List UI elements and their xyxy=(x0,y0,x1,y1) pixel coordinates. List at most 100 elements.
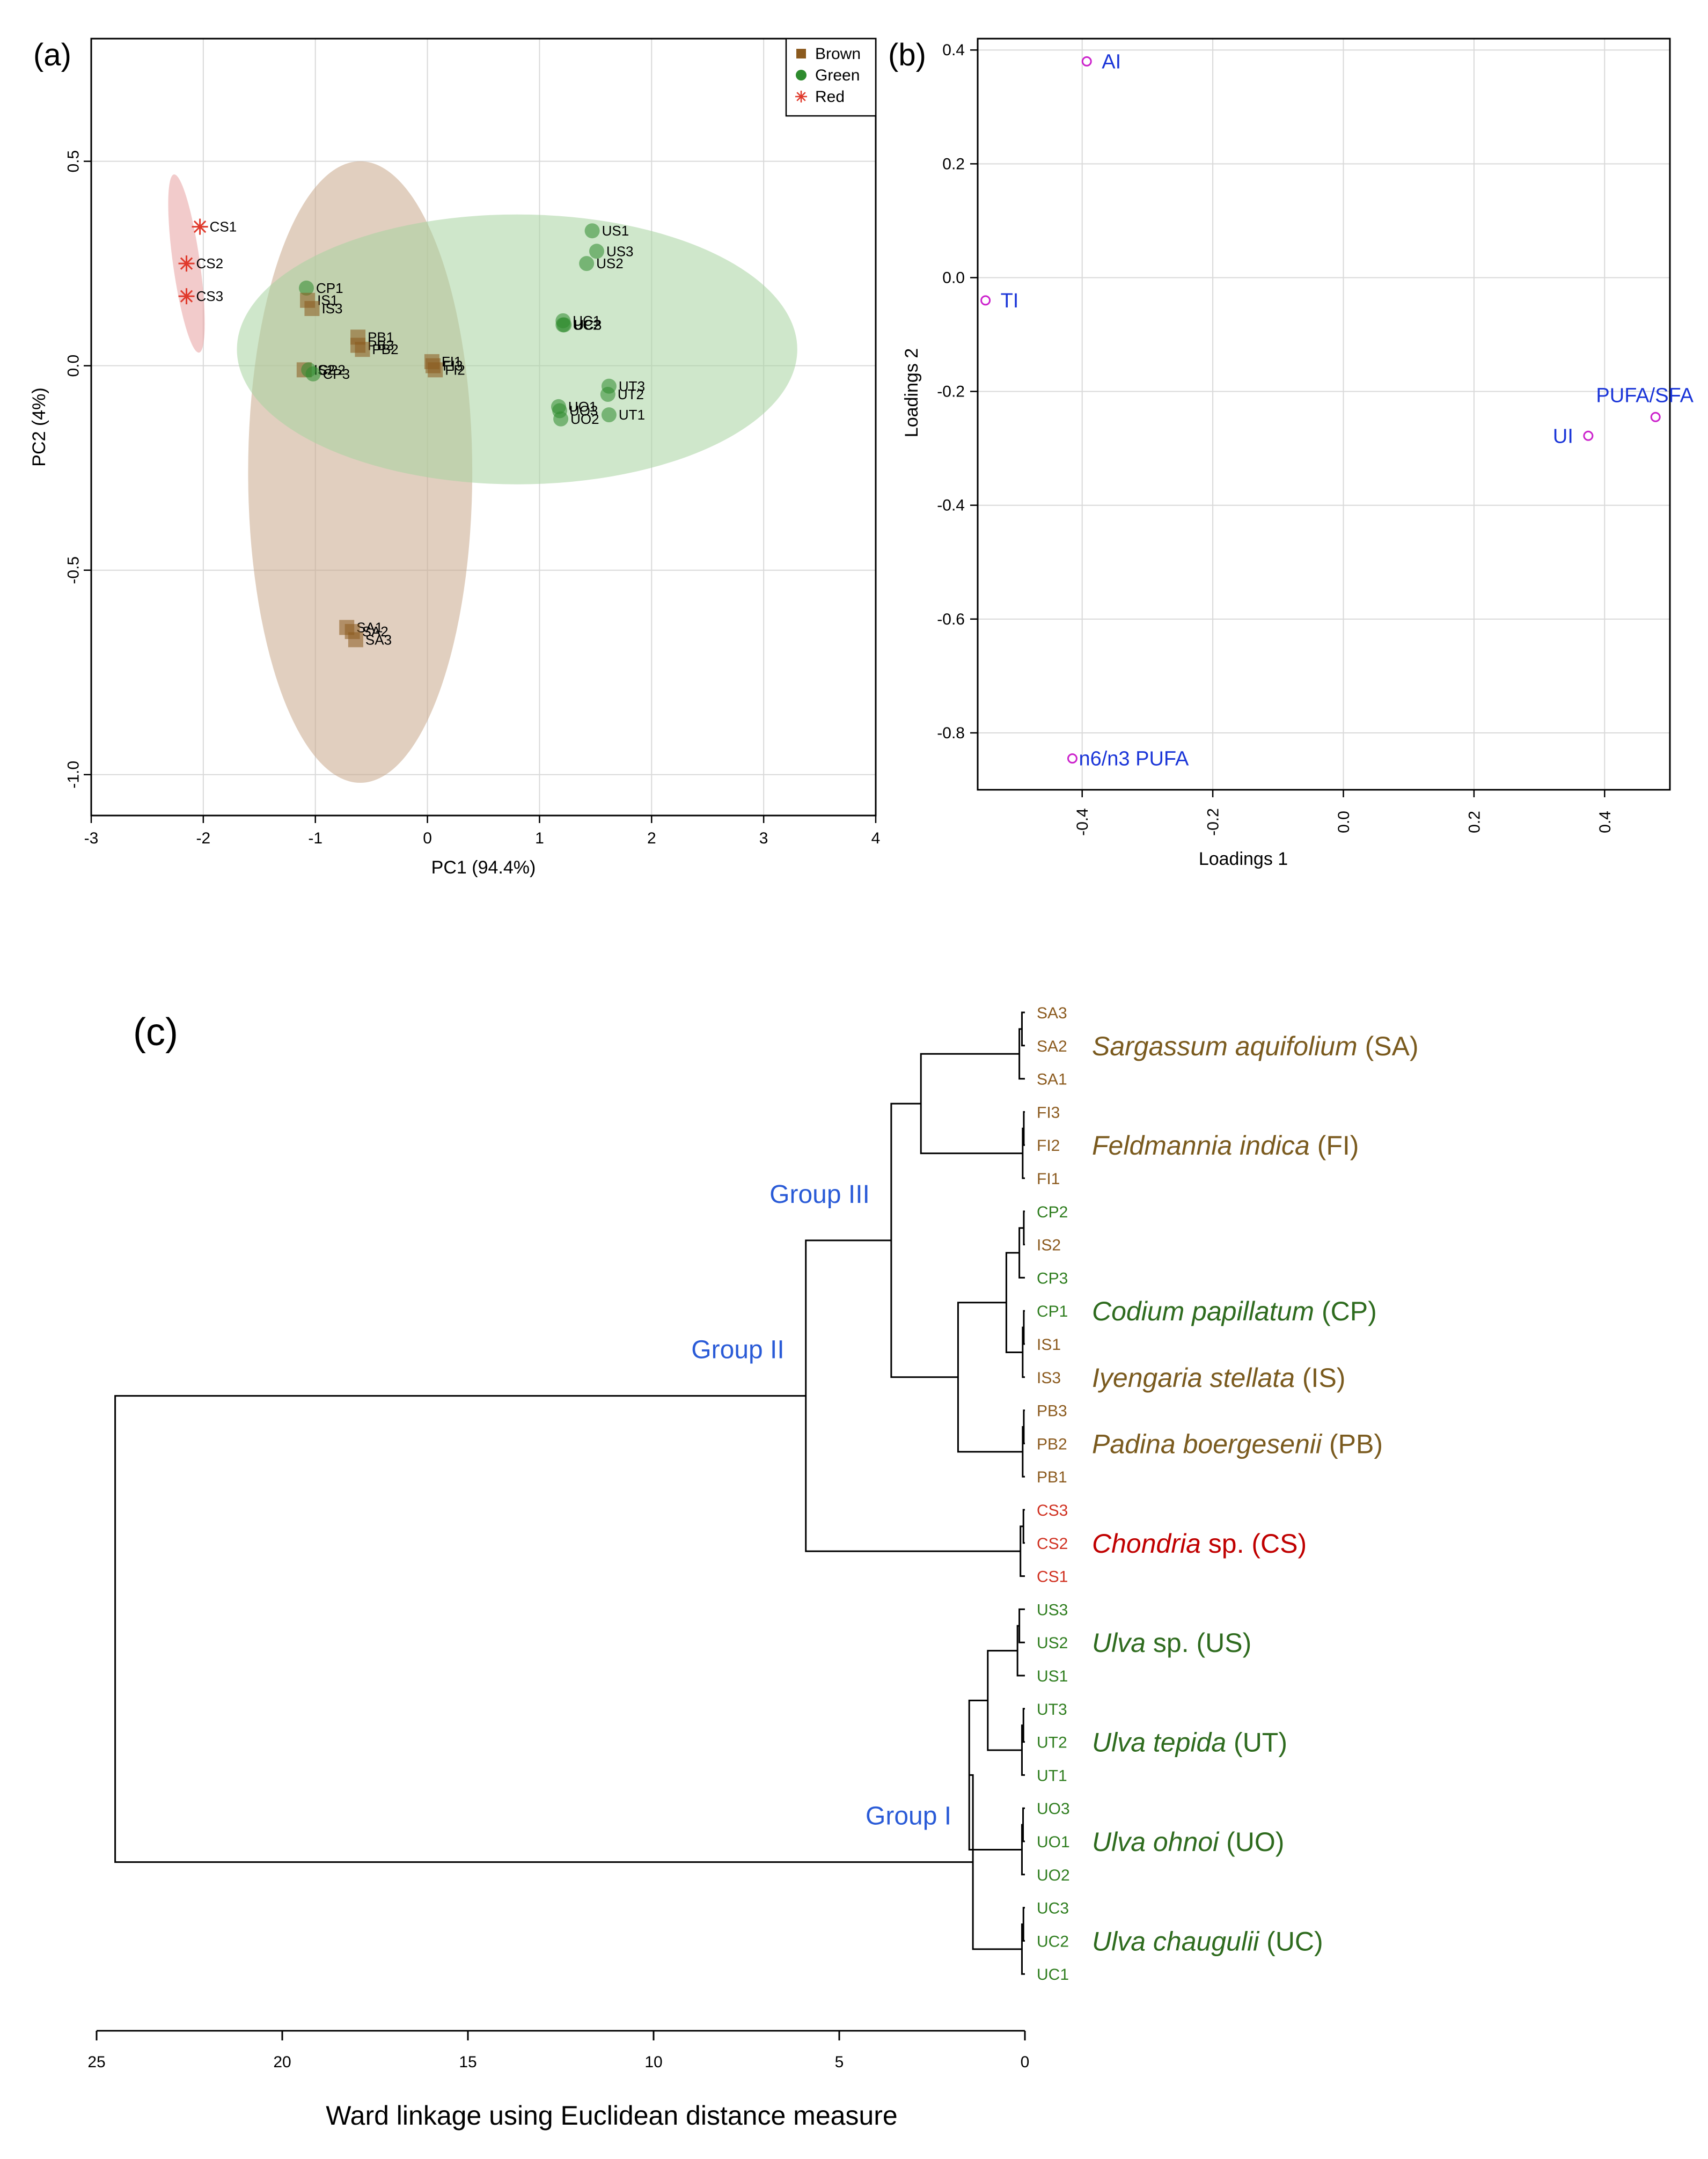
dendrogram-branch xyxy=(969,1774,1022,1950)
dendrogram-branch xyxy=(114,1395,973,1863)
point-marker xyxy=(305,366,321,381)
point-marker xyxy=(304,300,320,316)
species-code: (CP) xyxy=(1314,1296,1377,1326)
point-marker xyxy=(192,218,208,235)
leaf-label: US1 xyxy=(1037,1668,1068,1685)
leaf-label: PB1 xyxy=(1037,1468,1067,1486)
species-label: Ulva chaugulii (UC) xyxy=(1092,1926,1323,1956)
leaf-label: UC2 xyxy=(1037,1933,1069,1950)
x-tick-label: 3 xyxy=(759,829,768,847)
point-label: SA3 xyxy=(365,631,392,648)
point-label: FI2 xyxy=(445,362,465,378)
dendrogram-branch xyxy=(1022,1127,1025,1179)
loading-label: UI xyxy=(1553,425,1573,447)
point-label: UC2 xyxy=(573,317,600,333)
leaf-label: IS2 xyxy=(1037,1237,1061,1254)
legend-label: Green xyxy=(815,67,860,84)
point-label: UO3 xyxy=(569,403,598,419)
y-axis-label: PC2 (4%) xyxy=(29,387,49,466)
species-code: sp. (US) xyxy=(1146,1628,1251,1658)
leaf-label: SA1 xyxy=(1037,1071,1067,1089)
panel-label: (a) xyxy=(33,38,71,72)
species-name-italic: Chondria xyxy=(1092,1529,1201,1559)
dendrogram-branch xyxy=(920,1053,1023,1155)
legend-label: Brown xyxy=(815,45,861,63)
leaf-label: CS1 xyxy=(1037,1568,1068,1586)
species-label: Chondria sp. (CS) xyxy=(1092,1529,1307,1559)
dendrogram-branch xyxy=(805,1239,1021,1552)
dendrogram: SA3 SA2 SA1 FI3 FI2 FI1 CP2 IS2 CP3 CP1 IS1 IS3 PB3 P… xyxy=(87,1004,1418,2131)
legend-marker xyxy=(796,70,807,80)
point-label: CS2 xyxy=(196,255,224,271)
x-tick-label: 0 xyxy=(1021,2053,1030,2071)
dendrogram-branch xyxy=(1023,1310,1025,1345)
leaf-label: PB3 xyxy=(1037,1402,1067,1420)
legend-marker xyxy=(795,91,807,102)
dendrogram-branch xyxy=(1022,1426,1025,1478)
point-label: CS1 xyxy=(210,219,237,235)
leaf-label: UO1 xyxy=(1037,1833,1070,1851)
pca-loadings-plot: -0.4 -0.2 0.0 0.2 0.4 0.4 0.2 0.0 -0.2 -0.4 -0.6 -0… xyxy=(888,38,1694,869)
asterisk-stroke xyxy=(180,257,193,270)
point-marker xyxy=(579,256,595,271)
loading-marker xyxy=(980,295,991,306)
panel-label: (b) xyxy=(888,38,926,72)
dendrogram-branch xyxy=(1022,1326,1025,1378)
x-tick-label: -1 xyxy=(308,829,322,847)
x-tick-label: 10 xyxy=(644,2053,662,2071)
dendrogram-branch xyxy=(1022,1708,1025,1743)
dendrogram-branch xyxy=(1022,1907,1025,1942)
x-tick-label: 1 xyxy=(535,829,544,847)
point-marker xyxy=(556,317,572,333)
leaf-label: PB2 xyxy=(1037,1435,1067,1453)
leaf-label: UT1 xyxy=(1037,1767,1067,1785)
plot-frame xyxy=(90,38,877,817)
loading-marker xyxy=(1081,56,1092,67)
species-label: Ulva sp. (US) xyxy=(1092,1628,1251,1658)
point-marker xyxy=(601,407,617,423)
point-label: PB2 xyxy=(372,341,398,357)
x-tick-label: -0.4 xyxy=(1074,808,1091,836)
point-label: SA2 xyxy=(362,623,388,640)
x-tick-label: 5 xyxy=(835,2053,844,2071)
point-label: UO1 xyxy=(568,399,597,415)
loading-marker xyxy=(1583,430,1594,441)
dendrogram-branch xyxy=(1018,1608,1025,1643)
point-label: PB1 xyxy=(368,329,394,345)
point-marker xyxy=(178,288,195,305)
point-label: IS3 xyxy=(321,300,342,317)
loading-label: n6/n3 PUFA xyxy=(1079,748,1189,770)
loading-marker xyxy=(1650,412,1661,422)
point-label: IS1 xyxy=(317,292,338,309)
loading-marker xyxy=(1067,753,1077,764)
leaf-label: UT2 xyxy=(1037,1734,1067,1752)
species-code: (SA) xyxy=(1358,1031,1419,1061)
x-axis-label: Loadings 1 xyxy=(1199,849,1288,869)
loading-label: AI xyxy=(1102,50,1121,73)
dendrogram-branch xyxy=(968,1699,1022,1850)
y-tick-label: 0.0 xyxy=(942,269,965,287)
x-tick-label: -0.2 xyxy=(1205,808,1222,836)
loading-label: TI xyxy=(1001,290,1019,312)
x-axis-label: Ward linkage using Euclidean distance me… xyxy=(326,2101,897,2131)
loading-label: PUFA/SFA xyxy=(1596,384,1694,407)
point-label: UT1 xyxy=(619,407,645,423)
point-label: US3 xyxy=(606,243,634,259)
x-axis-label: PC1 (94.4%) xyxy=(431,857,536,878)
dendrogram-branch xyxy=(890,1103,958,1378)
legend-label: Red xyxy=(815,88,845,106)
dendrogram-branch xyxy=(1021,1011,1025,1047)
leaf-label: CS2 xyxy=(1037,1535,1068,1553)
species-name-italic: Padina boergesenii xyxy=(1092,1429,1323,1459)
point-label: UT2 xyxy=(618,386,644,402)
point-label: US2 xyxy=(596,255,624,271)
dendrogram-branch xyxy=(1023,1111,1025,1146)
leaf-label: SA2 xyxy=(1037,1038,1067,1055)
y-tick-label: -0.4 xyxy=(937,497,965,515)
y-axis-label: Loadings 2 xyxy=(901,348,922,437)
species-label: Codium papillatum (CP) xyxy=(1092,1296,1377,1326)
x-tick-label: 20 xyxy=(273,2053,291,2071)
point-label: CP1 xyxy=(316,280,343,296)
point-marker xyxy=(299,280,314,296)
